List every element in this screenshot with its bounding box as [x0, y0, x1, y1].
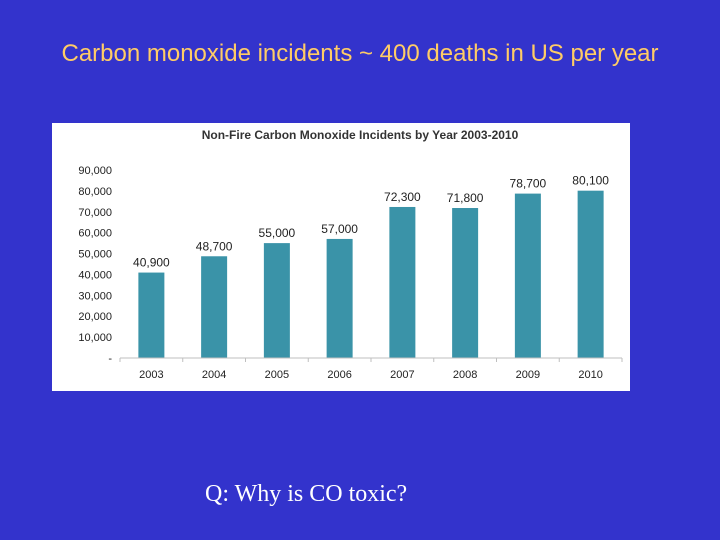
y-tick-label: 20,000 — [78, 311, 112, 323]
x-tick-label: 2007 — [390, 369, 414, 381]
question-text: Q: Why is CO toxic? — [205, 481, 408, 507]
data-label: 55,000 — [259, 226, 296, 240]
y-tick-label: 30,000 — [78, 290, 112, 302]
bar-2003 — [138, 272, 165, 358]
y-tick-label: 50,000 — [78, 249, 112, 261]
data-label: 72,300 — [384, 190, 421, 204]
y-tick-label: 90,000 — [78, 165, 112, 177]
bar-2007 — [389, 206, 416, 358]
x-tick-label: 2004 — [202, 369, 226, 381]
y-tick-label: 80,000 — [78, 186, 112, 198]
data-label: 40,900 — [133, 256, 170, 270]
data-label: 57,000 — [321, 222, 358, 236]
y-axis: - 10,000 20,000 30,000 40,000 50,000 60,000 70,… — [78, 165, 112, 365]
y-tick-label: - — [108, 353, 112, 365]
chart-title: Non-Fire Carbon Monoxide Incidents by Ye… — [202, 128, 519, 142]
bar-2009 — [514, 193, 541, 358]
x-tick-label: 2006 — [327, 369, 351, 381]
x-axis: 2003 2004 2005 2006 2007 2008 2009 2010 — [119, 357, 623, 381]
bar-2004 — [201, 256, 228, 358]
x-tick-label: 2005 — [265, 369, 289, 381]
x-tick-label: 2009 — [516, 369, 540, 381]
slide-title: Carbon monoxide incidents ~ 400 deaths i… — [61, 40, 659, 67]
y-tick-label: 40,000 — [78, 269, 112, 281]
chart-panel: Non-Fire Carbon Monoxide Incidents by Ye… — [52, 123, 630, 391]
data-label: 48,700 — [196, 239, 233, 253]
x-tick-label: 2008 — [453, 369, 477, 381]
data-label: 71,800 — [447, 191, 484, 205]
bar-chart: Non-Fire Carbon Monoxide Incidents by Ye… — [78, 128, 623, 381]
bars: 40,900 48,700 55,000 57,000 72,300 71,800 78,7… — [133, 174, 609, 358]
data-label: 78,700 — [510, 177, 547, 191]
y-tick-label: 60,000 — [78, 228, 112, 240]
y-tick-label: 10,000 — [78, 332, 112, 344]
x-tick-label: 2003 — [139, 369, 163, 381]
x-tick-label: 2010 — [578, 369, 602, 381]
y-tick-label: 70,000 — [78, 207, 112, 219]
bar-2006 — [326, 238, 353, 358]
bar-2010 — [577, 190, 604, 358]
bar-2005 — [263, 243, 290, 358]
bar-2008 — [452, 208, 479, 358]
data-label: 80,100 — [572, 174, 609, 188]
